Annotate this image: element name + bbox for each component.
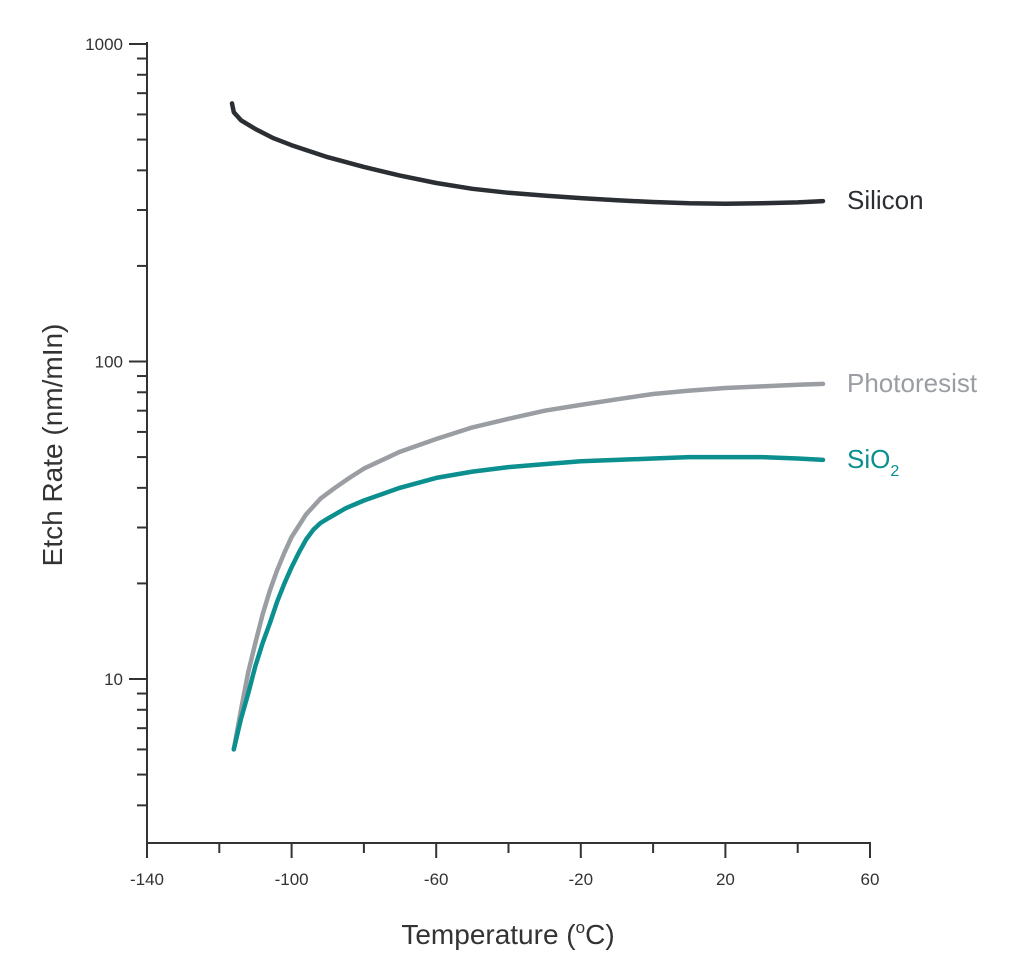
series-line-silicon bbox=[229, 101, 826, 206]
series-labels: Silicon Photoresist SiO2 bbox=[847, 185, 978, 480]
x-tick-label: -20 bbox=[569, 870, 594, 889]
axes bbox=[146, 42, 871, 844]
x-axis-title-degree: o bbox=[576, 918, 585, 937]
x-tick-label: 20 bbox=[716, 870, 735, 889]
x-tick-label: -100 bbox=[275, 870, 309, 889]
x-axis-title: Temperature (oC) bbox=[401, 918, 614, 950]
x-tick-label: -60 bbox=[424, 870, 449, 889]
x-axis-title-unit: C) bbox=[585, 919, 615, 950]
series-line-sio2 bbox=[231, 454, 826, 752]
x-tick-label: -140 bbox=[130, 870, 164, 889]
y-tick-label: 100 bbox=[95, 353, 123, 372]
series-lines bbox=[229, 101, 826, 752]
series-label-main: SiO bbox=[847, 444, 890, 474]
series-label-sio2: SiO2 bbox=[847, 444, 899, 480]
y-axis-title: Etch Rate (nm/mIn) bbox=[37, 324, 68, 567]
ticks: -140 -100 -60 -20 20 60 10 100 1000 bbox=[85, 35, 879, 889]
y-tick-label: 10 bbox=[104, 670, 123, 689]
series-label-photoresist: Photoresist bbox=[847, 368, 978, 398]
series-label-silicon: Silicon bbox=[847, 185, 924, 215]
series-line-photoresist bbox=[231, 381, 826, 752]
series-label-subscript: 2 bbox=[890, 463, 899, 480]
y-tick-label: 1000 bbox=[85, 35, 123, 54]
x-axis-title-main: Temperature ( bbox=[401, 919, 576, 950]
x-tick-label: 60 bbox=[861, 870, 880, 889]
